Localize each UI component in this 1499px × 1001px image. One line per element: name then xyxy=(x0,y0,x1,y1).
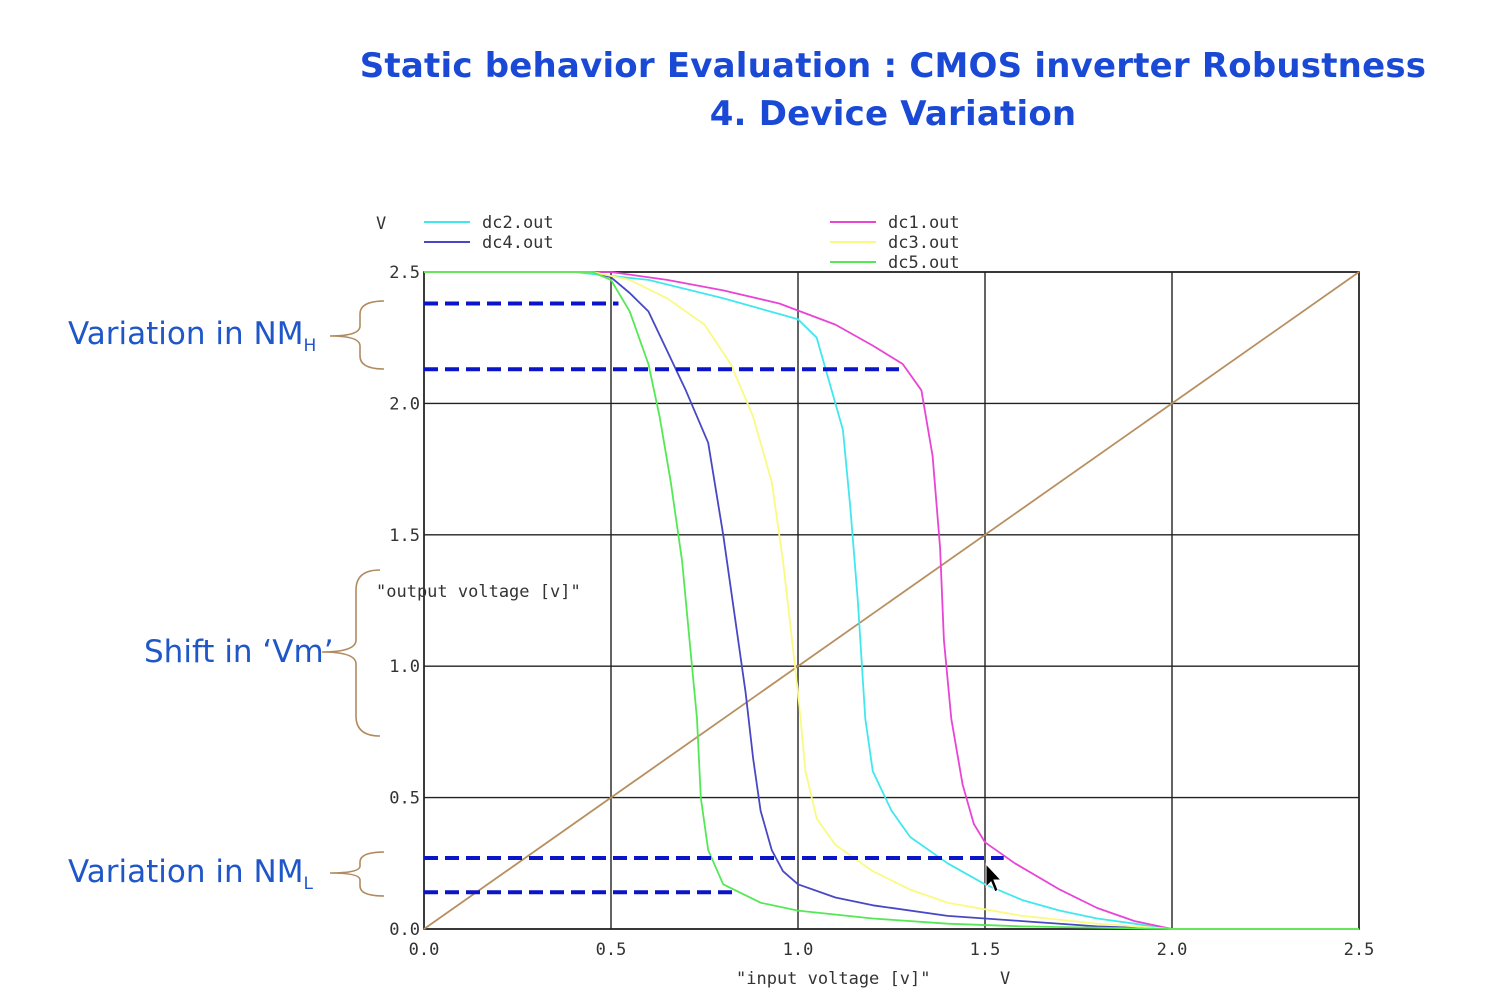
legend-label: dc3.out xyxy=(888,233,960,253)
nml-annotation: Variation in NML xyxy=(68,854,313,894)
y-tick-label: 1.0 xyxy=(389,657,420,677)
series-line-dc5-out xyxy=(424,271,1359,930)
series-layer xyxy=(423,271,1360,930)
slide-title-line2: 4. Device Variation xyxy=(709,94,1077,134)
legend-label: dc1.out xyxy=(888,213,960,233)
legend-item-dc1-out: dc1.out xyxy=(830,213,960,233)
legend-item-dc3-out: dc3.out xyxy=(830,233,960,253)
mouse-cursor-icon xyxy=(985,862,1003,893)
nmh-annotation-subscript: H xyxy=(303,336,317,357)
x-tick-label: 0.0 xyxy=(409,940,440,960)
vm-shift-annotation: Shift in ‘Vm’ xyxy=(144,634,334,670)
legend-item-dc5-out: dc5.out xyxy=(830,253,960,273)
legend-item-dc2-out: dc2.out xyxy=(424,213,554,233)
x-tick-label: 1.5 xyxy=(970,940,1001,960)
annotation-braces xyxy=(321,300,385,897)
nml-annotation-subscript: L xyxy=(303,874,313,895)
y-tick-label: 1.5 xyxy=(389,526,420,546)
nmh-brace xyxy=(329,300,385,370)
legend-label: dc5.out xyxy=(888,253,960,273)
y-tick-label: 0.0 xyxy=(389,920,420,940)
x-axis-label: "input voltage [v]" xyxy=(736,969,930,989)
x-tick-label: 1.0 xyxy=(783,940,814,960)
vm-brace xyxy=(321,569,381,737)
guide-dashes xyxy=(424,301,1004,895)
series-line-dc4-out xyxy=(424,271,1359,930)
nmh-annotation-text: Variation in NM xyxy=(68,316,304,352)
legend-item-dc4-out: dc4.out xyxy=(424,233,554,253)
nml-brace xyxy=(329,851,385,897)
y-axis-label: "output voltage [v]" xyxy=(376,582,581,602)
legend-label: dc4.out xyxy=(482,233,554,253)
nmh-annotation: Variation in NMH xyxy=(68,316,316,356)
x-tick-label: 0.5 xyxy=(596,940,627,960)
y-tick-label: 2.5 xyxy=(389,263,420,283)
nml-annotation-text: Variation in NM xyxy=(68,854,304,890)
y-tick-label: 2.0 xyxy=(389,394,420,414)
x-tick-label: 2.0 xyxy=(1157,940,1188,960)
y-tick-label: 0.5 xyxy=(389,789,420,809)
series-line-dc2-out xyxy=(424,271,1359,930)
tick-labels: 0.0 0.5 1.0 1.5 2.0 2.5 0.0 0.5 1.0 1.5 2.0 2.5 xyxy=(389,263,1374,960)
legend-label: dc2.out xyxy=(482,213,554,233)
series-line-diagonal xyxy=(423,271,1360,930)
y-unit-label: V xyxy=(376,214,386,234)
x-tick-label: 2.5 xyxy=(1344,940,1375,960)
series-line-dc1-out xyxy=(424,271,1359,930)
x-unit-label: V xyxy=(1000,969,1010,989)
series-line-dc3-out xyxy=(424,271,1359,930)
slide-title-line1: Static behavior Evaluation : CMOS invert… xyxy=(359,46,1427,86)
